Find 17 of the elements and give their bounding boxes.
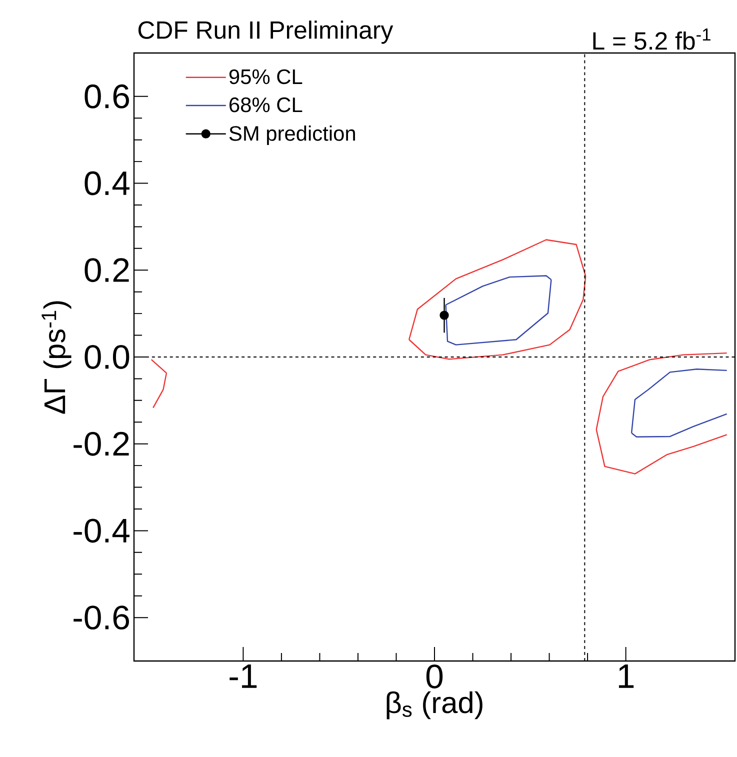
y-tick-label: -0.4 [74, 518, 130, 543]
text: L = 5.2 fb$^{-1}$ [593, 28, 710, 50]
x-tick-label: 0 [426, 664, 443, 688]
y-tick-label: -0.2 [74, 432, 129, 456]
x-axis-title: β$_{s}$ (rad) [386, 691, 482, 720]
x-tick-label: -1 [230, 664, 257, 688]
y-tick-label: -0.6 [74, 606, 129, 630]
y-tick-label: 0.0 [84, 344, 130, 369]
chart-title: CDF Run II Preliminary [138, 20, 394, 44]
legend-label: 68% CL [230, 97, 302, 112]
y-tick-label: 0.6 [84, 84, 129, 108]
x-tick-label: 1 [618, 664, 634, 688]
y-tick-label: 0.4 [84, 171, 130, 196]
legend-label: 95% CL [229, 69, 302, 84]
y-axis-title: ΔΓ (ps$^{-1}$) [42, 301, 72, 414]
legend-label: SM prediction [229, 126, 355, 146]
y-tick-label: 0.2 [84, 258, 129, 282]
